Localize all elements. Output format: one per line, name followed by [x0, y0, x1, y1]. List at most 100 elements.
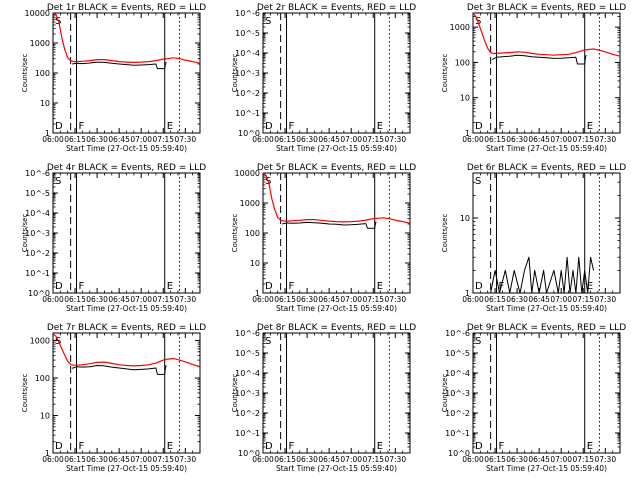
y-axis-label: Counts/sec: [231, 214, 239, 253]
y-tick-label: 10^-2: [235, 409, 260, 418]
plot-frame: [262, 12, 411, 134]
y-axis-label: Counts/sec: [21, 54, 29, 93]
marker-label-d: D: [265, 281, 273, 292]
y-tick-label: 10: [460, 94, 470, 103]
x-tick-label: 06:45: [108, 295, 130, 304]
y-tick-label: 10^-1: [235, 429, 260, 438]
y-tick-label: 10^-5: [25, 189, 50, 198]
marker-label-e: E: [587, 281, 593, 292]
y-tick-label: 10^0: [238, 129, 260, 138]
x-tick-label: 07:00: [340, 295, 362, 304]
x-axis-label: Start Time (27-Oct-15 05:59:40): [276, 304, 397, 313]
x-tick-label: 06:15: [484, 455, 506, 464]
x-tick-label: 07:00: [130, 295, 152, 304]
y-tick-label: 10^-5: [235, 349, 260, 358]
marker-label-s: S: [475, 336, 481, 347]
y-tick-label: 100: [35, 69, 50, 78]
marker-label-d: D: [475, 441, 483, 452]
x-tick-label: 07:30: [174, 135, 196, 144]
x-tick-label: 06:00: [42, 135, 64, 144]
marker-label-e: E: [587, 121, 593, 132]
series-events-line: [281, 221, 377, 229]
y-tick-label: 10^0: [28, 289, 50, 298]
y-axis-label: Counts/sec: [21, 374, 29, 413]
plot-frame: [262, 172, 411, 294]
x-tick-label: 06:30: [86, 295, 108, 304]
y-axis-label: Counts/sec: [231, 374, 239, 413]
plot-frame: [52, 12, 201, 134]
y-tick-label: 10^-5: [445, 349, 470, 358]
panel-title: Det 9r BLACK = Events, RED = LLD: [467, 323, 626, 333]
x-tick-label: 06:00: [42, 295, 64, 304]
marker-label-e: E: [167, 281, 173, 292]
y-tick-label: 10^-4: [25, 209, 50, 218]
x-tick-label: 06:45: [318, 295, 340, 304]
x-tick-label: 06:30: [506, 135, 528, 144]
x-tick-label: 07:00: [340, 135, 362, 144]
y-tick-label: 100: [455, 58, 470, 67]
x-axis-label: Start Time (27-Oct-15 05:59:40): [486, 144, 607, 153]
x-tick-label: 06:00: [252, 295, 274, 304]
y-tick-label: 10^-4: [445, 369, 470, 378]
panel-det-7: Det 7r BLACK = Events, RED = LLD Counts/s…: [21, 323, 206, 473]
panel-det-1: Det 1r BLACK = Events, RED = LLD Counts/s…: [21, 3, 206, 153]
x-axis-label: Start Time (27-Oct-15 05:59:40): [486, 464, 607, 473]
y-tick-label: 10^-2: [235, 89, 260, 98]
x-tick-label: 06:00: [252, 455, 274, 464]
x-axis-label: Start Time (27-Oct-15 05:59:40): [276, 464, 397, 473]
panel-title: Det 5r BLACK = Events, RED = LLD: [257, 163, 416, 173]
y-tick-label: 1: [45, 129, 50, 138]
plot-frame: [472, 12, 621, 134]
y-axis-label: Counts/sec: [441, 374, 449, 413]
x-tick-label: 06:45: [318, 135, 340, 144]
x-axis-label: Start Time (27-Oct-15 05:59:40): [486, 304, 607, 313]
x-tick-label: 06:45: [108, 455, 130, 464]
marker-label-d: D: [475, 281, 483, 292]
x-tick-label: 06:30: [296, 295, 318, 304]
marker-label-d: D: [55, 281, 63, 292]
y-tick-label: 10^-3: [235, 389, 260, 398]
y-tick-label: 10: [40, 412, 50, 421]
y-tick-label: 1000: [30, 337, 50, 346]
x-tick-label: 07:30: [174, 455, 196, 464]
x-tick-label: 07:30: [594, 455, 616, 464]
x-tick-label: 07:15: [572, 135, 594, 144]
marker-label-e: E: [587, 441, 593, 452]
x-tick-label: 06:45: [528, 135, 550, 144]
y-tick-label: 10^-1: [235, 109, 260, 118]
marker-label-f: F: [79, 441, 85, 452]
marker-label-f: F: [79, 281, 85, 292]
marker-label-e: E: [167, 121, 173, 132]
y-tick-label: 10: [250, 259, 260, 268]
marker-label-s: S: [55, 176, 61, 187]
marker-label-f: F: [289, 121, 295, 132]
x-tick-label: 06:30: [86, 135, 108, 144]
x-tick-label: 06:15: [274, 295, 296, 304]
x-tick-label: 06:45: [108, 135, 130, 144]
series-lld-line: [472, 12, 621, 57]
x-tick-label: 06:00: [252, 135, 274, 144]
x-axis-label: Start Time (27-Oct-15 05:59:40): [66, 464, 187, 473]
x-tick-label: 07:30: [174, 295, 196, 304]
x-tick-label: 07:00: [550, 135, 572, 144]
y-tick-label: 1000: [30, 39, 50, 48]
y-tick-label: 10^-4: [235, 49, 260, 58]
y-tick-label: 10^0: [238, 449, 260, 458]
x-axis-label: Start Time (27-Oct-15 05:59:40): [66, 144, 187, 153]
x-tick-label: 06:15: [64, 455, 86, 464]
y-tick-label: 1000: [450, 23, 470, 32]
marker-label-f: F: [79, 121, 85, 132]
y-tick-label: 10^-3: [445, 389, 470, 398]
panel-det-2: Det 2r BLACK = Events, RED = LLD Counts/s…: [231, 3, 416, 153]
marker-label-f: F: [289, 281, 295, 292]
x-tick-label: 07:00: [550, 295, 572, 304]
x-tick-label: 07:30: [594, 295, 616, 304]
plot-frame: [472, 172, 621, 294]
plot-frame: [52, 332, 201, 454]
y-tick-label: 10000: [235, 169, 260, 178]
y-tick-label: 1: [465, 289, 470, 298]
x-tick-label: 07:15: [572, 455, 594, 464]
x-tick-label: 07:15: [362, 455, 384, 464]
series-events-line: [490, 256, 594, 294]
x-axis-label: Start Time (27-Oct-15 05:59:40): [276, 144, 397, 153]
